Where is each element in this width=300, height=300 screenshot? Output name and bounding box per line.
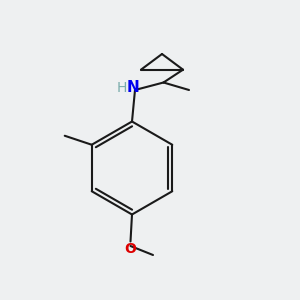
Text: N: N [127,80,140,95]
Text: H: H [116,81,127,94]
Text: O: O [124,242,136,256]
